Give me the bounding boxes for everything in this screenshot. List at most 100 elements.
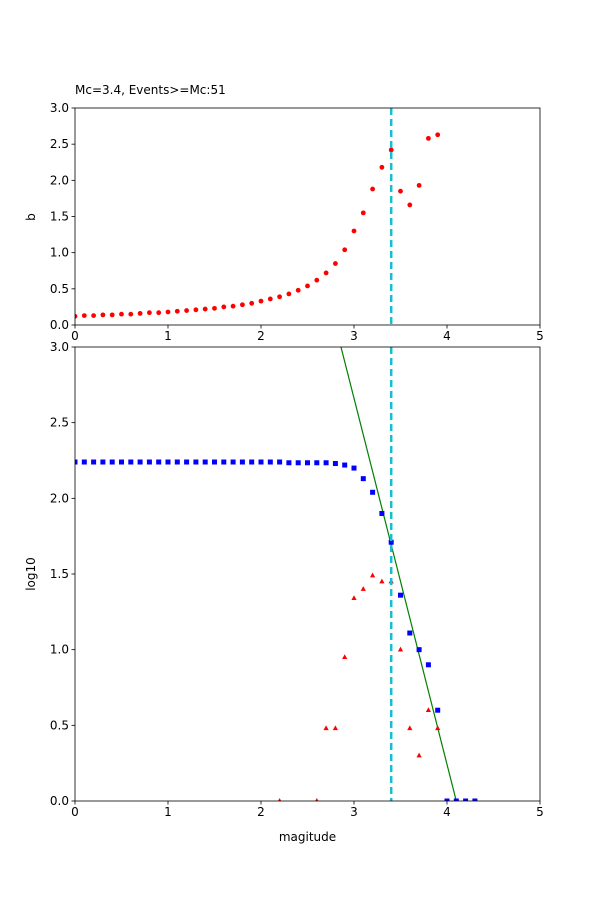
data-point [128,311,134,317]
data-point [435,132,441,138]
data-point [267,296,273,302]
x-tick-label: 3 [350,805,358,819]
data-point-square [295,460,301,466]
x-tick-label: 4 [443,805,451,819]
data-point-square [435,707,441,713]
data-point-triangle [397,646,404,652]
data-point-square [360,476,366,482]
data-point-square [305,460,310,466]
data-point [109,312,115,318]
data-point [342,247,348,253]
data-point [119,311,124,317]
b-value-marks [75,108,441,325]
data-point-square [100,459,106,465]
data-point-square [75,459,78,465]
data-point [379,164,385,170]
data-point-triangle [435,725,441,731]
data-point-triangle [332,725,338,731]
data-point-square [379,510,385,516]
data-point-square [81,459,87,465]
data-point-square [370,489,376,495]
data-point-triangle [425,707,431,712]
data-point-square [221,459,227,465]
y-tick-label: 1.5 [50,567,69,581]
data-point [416,182,422,188]
data-point [230,303,236,309]
data-point [75,313,78,319]
data-point-square [314,460,320,466]
data-point-square [193,459,199,465]
data-point-square [342,462,348,468]
y-tick-label: 1.5 [50,210,69,224]
y-tick-label: 1.0 [50,246,69,260]
y-tick-label: 0.5 [50,282,69,296]
data-point [351,228,357,234]
y-tick-label: 2.0 [50,491,69,505]
frequency-magnitude-panel: magitude log10 0 1 2 3 4 5 0.0 0.5 1.0 1.5 2.0 2.5 3… [24,340,544,844]
data-point [174,308,180,314]
y-tick-label: 3.0 [50,340,69,354]
frequency-magnitude-marks [75,347,478,801]
data-point-square [267,459,273,465]
data-point [202,306,208,312]
data-point [137,311,143,316]
x-tick-label: 3 [350,329,358,343]
data-point-square [323,460,329,466]
data-point [165,309,171,315]
data-point [184,308,190,313]
data-point-square [184,459,190,465]
data-point [333,261,338,266]
x-tick-label: 5 [536,329,544,343]
y-tick-label: 3.0 [50,101,69,115]
data-point [295,287,301,293]
data-point-triangle [407,725,413,731]
x-tick-label: 5 [536,805,544,819]
data-point [156,310,162,316]
data-point-square [91,459,97,465]
y-tick-label: 0.0 [50,794,69,808]
data-point-square [398,592,403,598]
x-tick-label: 1 [164,805,172,819]
data-point [314,277,320,283]
data-point [388,147,394,153]
data-point-square [444,798,450,801]
fit-line [340,347,457,801]
data-point [258,298,264,304]
data-point [81,313,87,318]
x-tick-label: 2 [257,805,265,819]
y-tick-label: 2.0 [50,173,69,187]
data-point-square [128,459,134,465]
data-point [193,307,199,313]
x-tick-label: 0 [71,329,79,343]
data-point [91,313,96,318]
data-point-square [146,459,152,465]
y-tick-label: 0.5 [50,718,69,732]
data-point-square [212,459,217,465]
data-point [360,210,366,216]
y-axis-label: log10 [24,557,38,591]
data-point-square [165,459,171,465]
data-point [240,302,245,308]
data-point [305,283,310,289]
data-point [212,305,217,311]
data-point-square [119,459,124,465]
data-point-square [472,798,478,801]
data-point-square [416,647,422,653]
data-point-triangle [416,752,422,758]
data-point-square [258,459,264,465]
data-point-square [453,798,459,801]
data-point [277,294,282,300]
b-value-panel: Mc=3.4, Events>=Mc:51 b 0 1 2 3 4 5 0.0 0.5 1.0 1… [24,83,544,343]
data-point-triangle [342,654,348,660]
data-point-triangle [277,798,282,801]
data-point [323,270,329,276]
data-point [249,300,255,306]
data-point [398,188,403,194]
data-point [370,186,375,192]
data-point-square [351,465,357,471]
data-point [426,135,431,141]
data-point-square [388,539,394,545]
data-point-triangle [370,572,376,578]
